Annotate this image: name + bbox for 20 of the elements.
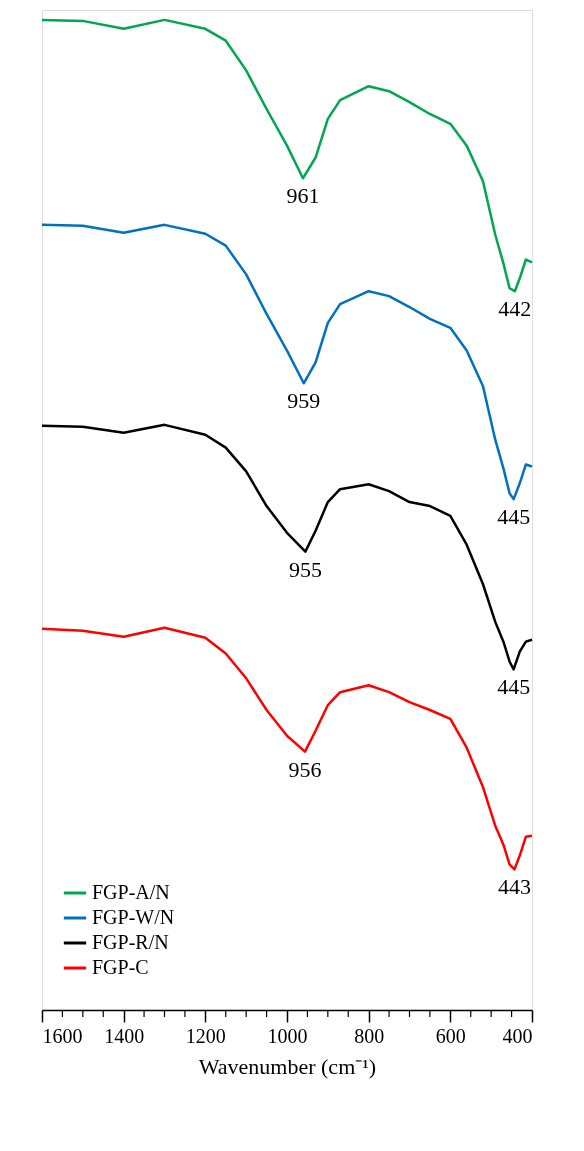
x-tick-label: 1400	[104, 1024, 145, 1047]
legend-label: FGP-R/N	[92, 931, 169, 953]
legend-label: FGP-C	[92, 956, 149, 978]
legend-label: FGP-A/N	[92, 881, 170, 903]
annotation: 961	[286, 183, 320, 209]
annotation: 445	[497, 504, 531, 530]
annotation: 955	[288, 556, 322, 582]
annotation: 956	[288, 756, 322, 782]
x-tick-label: 1000	[267, 1024, 308, 1047]
x-tick-label: 1600	[42, 1024, 83, 1047]
x-tick-label: 600	[435, 1024, 466, 1047]
x-tick-label: 800	[354, 1024, 385, 1047]
annotation: 442	[498, 296, 532, 322]
x-tick-label: 400	[502, 1024, 533, 1047]
annotation: 959	[287, 388, 321, 414]
legend-label: FGP-W/N	[92, 906, 175, 928]
x-tick-label: 1200	[185, 1024, 226, 1047]
annotation: 443	[497, 874, 531, 900]
annotation: 445	[497, 674, 531, 700]
x-axis-title: Wavenumber (cm⁻¹)	[198, 1053, 377, 1079]
